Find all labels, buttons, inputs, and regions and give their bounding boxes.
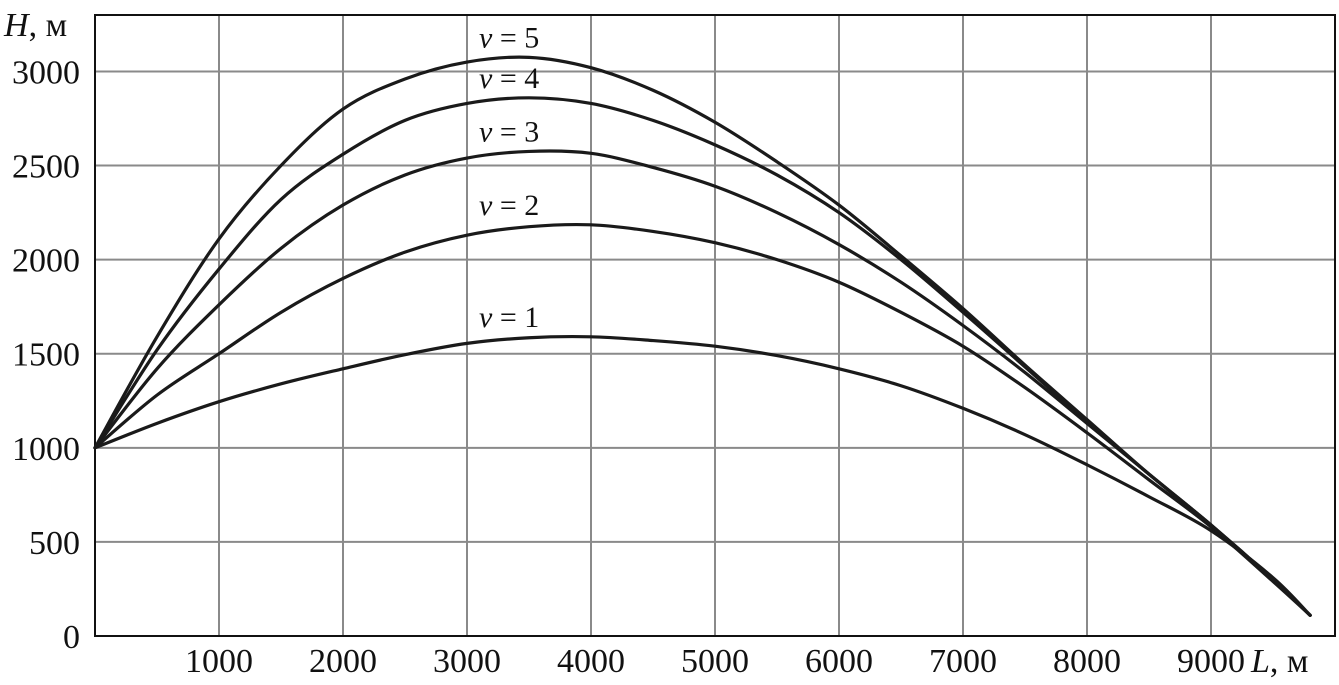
series-label-value: = 1 xyxy=(492,301,539,334)
series-line-4 xyxy=(93,96,1312,617)
series-labels: v = 1v = 2v = 3v = 4v = 5 xyxy=(479,21,539,333)
series-label-value: = 4 xyxy=(492,62,539,95)
x-tick-label: 9000 xyxy=(1177,643,1245,680)
x-axis-title-var: L xyxy=(1250,643,1270,680)
x-tick-label: 2000 xyxy=(309,643,377,680)
y-tick-label: 0 xyxy=(63,619,80,656)
series-label-value: = 2 xyxy=(492,189,539,222)
y-tick-label: 500 xyxy=(29,525,80,562)
plot-frame xyxy=(94,14,1336,637)
series-label-value: = 3 xyxy=(492,115,539,148)
x-tick-label: 7000 xyxy=(929,643,997,680)
y-axis-title: H, м xyxy=(3,7,67,44)
x-tick-label: 5000 xyxy=(681,643,749,680)
series-line-5 xyxy=(93,55,1312,617)
y-tick-labels: 0 500 1000 1500 2000 2500 3000 xyxy=(12,54,80,656)
series-line-2 xyxy=(93,222,1312,617)
series-curves xyxy=(93,55,1312,617)
series-label-2: v = 2 xyxy=(479,189,539,222)
x-tick-labels: 1000 2000 3000 4000 5000 6000 7000 8000 9000 xyxy=(185,643,1245,680)
x-tick-label: 4000 xyxy=(557,643,625,680)
series-label-var: v xyxy=(479,301,493,334)
x-tick-label: 1000 xyxy=(185,643,253,680)
series-label-var: v xyxy=(479,62,493,95)
y-tick-label: 1000 xyxy=(12,431,80,468)
series-label-var: v xyxy=(479,189,493,222)
y-tick-label: 1500 xyxy=(12,337,80,374)
y-tick-label: 3000 xyxy=(12,54,80,91)
y-axis-title-unit: , м xyxy=(29,7,68,44)
y-tick-label: 2500 xyxy=(12,149,80,186)
series-line-3 xyxy=(93,149,1312,617)
series-label-4: v = 4 xyxy=(479,62,539,95)
series-label-var: v xyxy=(479,21,493,54)
series-line-1 xyxy=(93,334,1312,617)
x-tick-label: 8000 xyxy=(1053,643,1121,680)
y-tick-label: 2000 xyxy=(12,243,80,280)
y-axis-title-var: H xyxy=(3,7,31,44)
x-tick-label: 3000 xyxy=(433,643,501,680)
series-label-var: v xyxy=(479,115,493,148)
x-axis-title-unit: , м xyxy=(1270,643,1309,680)
x-axis-title: L, м xyxy=(1250,643,1308,680)
series-label-1: v = 1 xyxy=(479,301,539,334)
series-label-5: v = 5 xyxy=(479,21,539,54)
x-tick-label: 6000 xyxy=(805,643,873,680)
series-label-value: = 5 xyxy=(492,21,539,54)
series-label-3: v = 3 xyxy=(479,115,539,148)
grid-lines xyxy=(95,15,1335,636)
